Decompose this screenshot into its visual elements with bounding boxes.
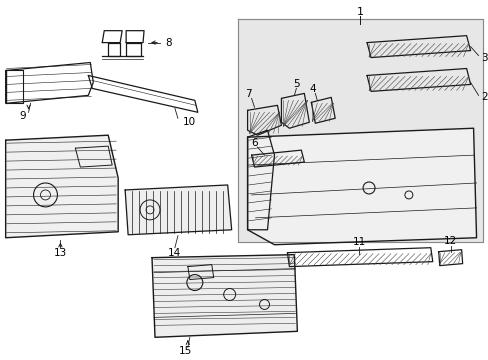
- Text: 5: 5: [292, 80, 299, 89]
- Polygon shape: [6, 135, 118, 238]
- Text: 9: 9: [19, 111, 26, 121]
- Text: 3: 3: [481, 53, 487, 63]
- Text: 13: 13: [54, 248, 67, 258]
- Text: 8: 8: [164, 37, 171, 48]
- Text: 10: 10: [183, 117, 196, 127]
- Text: 4: 4: [308, 84, 315, 94]
- Polygon shape: [125, 185, 231, 235]
- Text: 14: 14: [168, 248, 181, 258]
- Text: 6: 6: [251, 138, 257, 148]
- Polygon shape: [152, 255, 297, 337]
- Text: 2: 2: [481, 93, 487, 102]
- Text: 15: 15: [179, 346, 192, 356]
- Polygon shape: [247, 128, 476, 245]
- Text: 11: 11: [352, 237, 365, 247]
- Polygon shape: [237, 19, 482, 242]
- Text: 12: 12: [443, 236, 456, 246]
- Text: 1: 1: [356, 7, 363, 17]
- Text: 7: 7: [245, 89, 251, 99]
